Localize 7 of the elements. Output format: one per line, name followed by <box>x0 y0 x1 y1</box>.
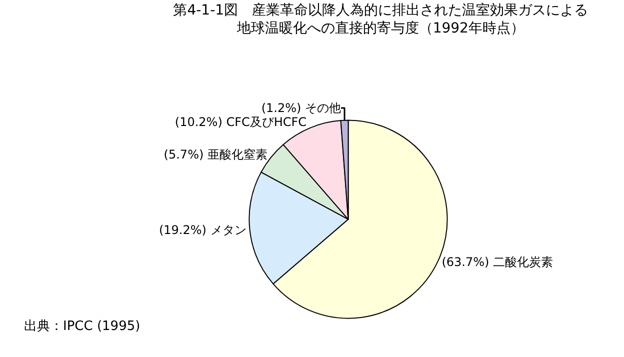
slice-label: (63.7%) 二酸化炭素 <box>442 254 554 269</box>
chart-title: 第4-1-1図 産業革命以降人為的に排出された温室効果ガスによる地球温暖化への直接的寄与度（1992年時点） <box>173 2 588 36</box>
slice-label: (1.2%) その他 <box>261 100 342 115</box>
slice-label: (19.2%) メタン <box>158 222 246 237</box>
slice-label: (5.7%) 亜酸化窒素 <box>164 148 268 162</box>
source-note: 出典：IPCC (1995) <box>24 319 140 334</box>
slice-label: (10.2%) CFC及びHCFC <box>174 114 307 129</box>
